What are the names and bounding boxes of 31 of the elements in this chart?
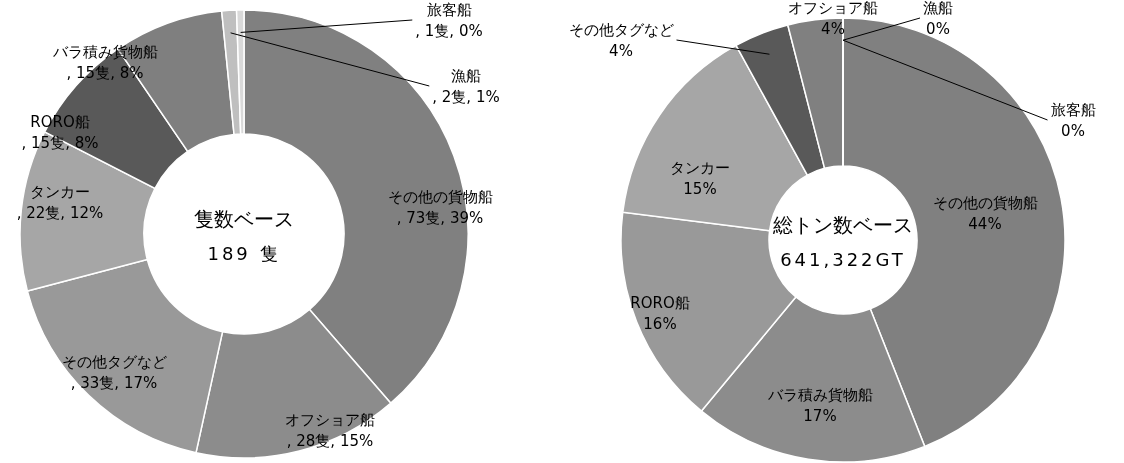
slice-label: 旅客船 xyxy=(426,0,472,19)
data-label: , 73隻, 39% xyxy=(396,208,484,227)
category-label: 漁船 xyxy=(923,0,953,17)
slice-label: オフショア船 xyxy=(788,0,878,17)
slice-label: タンカー xyxy=(30,182,90,201)
text: 0% xyxy=(926,19,950,38)
data-label: 44% xyxy=(968,214,1002,233)
data-label: , 2隻, 1% xyxy=(432,87,500,106)
slice-label: その他の貨物船 xyxy=(387,187,493,206)
data-label: , 15隻, 8% xyxy=(21,133,99,152)
slice-label: その他タグなど xyxy=(61,352,167,371)
data-label: 4% xyxy=(609,41,633,60)
slice-label: オフショア船 xyxy=(285,410,375,429)
data-label: 17% xyxy=(803,406,837,425)
data-label: 16% xyxy=(643,314,677,333)
slice-label: タンカー xyxy=(670,158,730,177)
slice-label: RORO船 xyxy=(630,293,690,312)
data-label: , 1隻, 0% xyxy=(415,21,483,40)
text: 189 隻 xyxy=(207,243,281,264)
text: 隻数ベース xyxy=(194,207,294,231)
text: 641,322GT xyxy=(780,249,906,270)
slice-label: その他の貨物船 xyxy=(932,193,1038,212)
slice-label: バラ積み貨物船 xyxy=(766,385,873,404)
data-label: 15% xyxy=(683,179,717,198)
text: 0% xyxy=(1061,121,1085,140)
slice-label: 漁船 xyxy=(451,66,481,85)
category-label: 旅客船 xyxy=(1050,100,1096,119)
text: 総トン数ベース xyxy=(772,213,913,237)
slice-label: その他タグなど xyxy=(568,20,674,39)
data-label: , 33隻, 17% xyxy=(70,373,158,392)
data-label: , 22隻, 12% xyxy=(16,203,104,222)
